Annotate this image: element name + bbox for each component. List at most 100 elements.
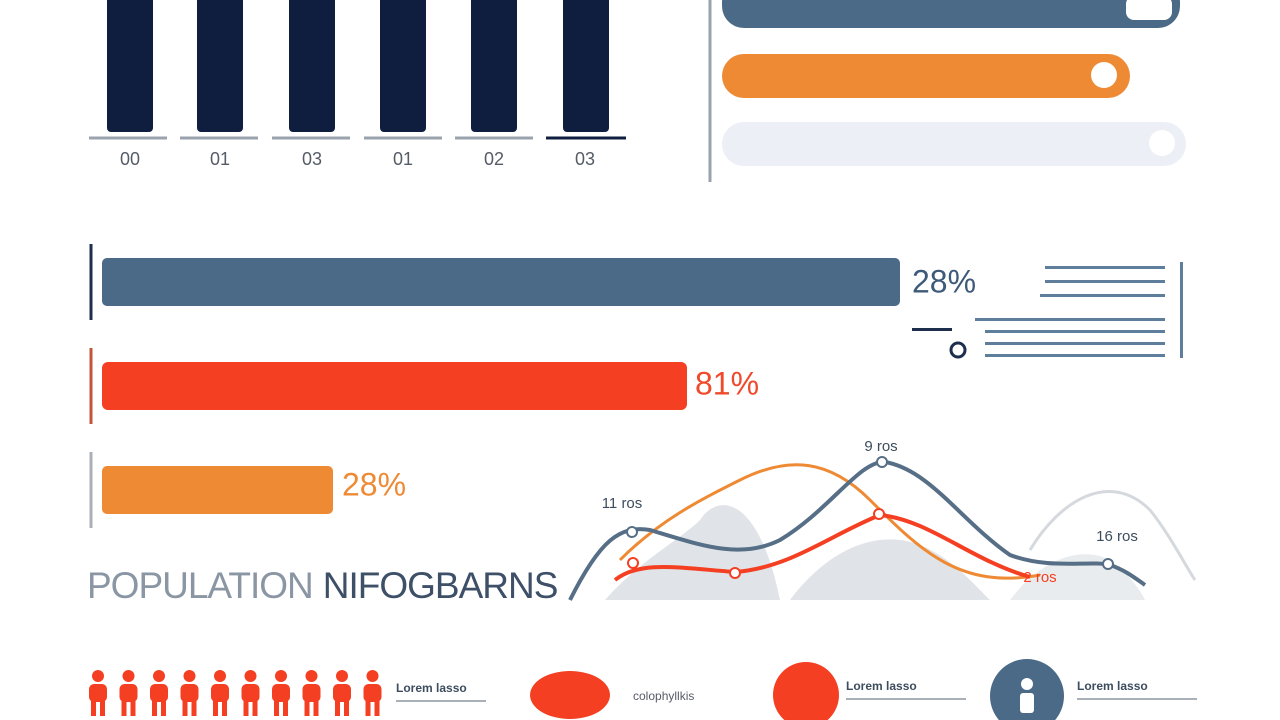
person-icon-part — [89, 684, 107, 702]
decor-line — [1045, 280, 1165, 283]
column-label: 02 — [484, 149, 504, 169]
column — [471, 0, 517, 132]
line-chart: 9 ros 11 ros 16 ros 2 ros — [568, 438, 1197, 601]
top-bar — [722, 0, 1180, 28]
decor-line — [1180, 262, 1183, 358]
line — [1028, 490, 1197, 581]
line — [613, 512, 1031, 582]
title-part: POPULATION — [87, 565, 313, 606]
person-icon-part — [243, 698, 249, 716]
person-icon-part — [333, 684, 351, 702]
progress-label: 81% — [695, 365, 759, 401]
progress-label: 28% — [912, 263, 976, 299]
decor-line — [985, 342, 1165, 345]
column-label: 03 — [575, 149, 595, 169]
decor-line — [1045, 266, 1165, 269]
column — [197, 0, 243, 132]
person-icon-part — [122, 670, 135, 682]
point — [729, 567, 741, 579]
column-group — [107, 0, 609, 132]
point — [627, 557, 639, 569]
person-icon-part — [100, 698, 105, 716]
person-icon-part — [91, 698, 96, 716]
person-icon-part — [272, 684, 290, 702]
hill — [605, 505, 780, 600]
person-icon-part — [214, 670, 226, 682]
person-icon-part — [211, 684, 229, 702]
column — [380, 0, 426, 132]
person-icon-part — [344, 698, 349, 716]
person-icon-part — [213, 698, 218, 716]
people-icons — [89, 670, 382, 716]
person-icon-part — [119, 684, 138, 702]
person-icon-part — [305, 670, 318, 682]
person-icon-part — [302, 684, 321, 702]
top-bar — [722, 54, 1130, 98]
point — [876, 456, 888, 468]
column-label: 01 — [393, 149, 413, 169]
point — [1102, 558, 1114, 570]
person-icon-part — [130, 698, 136, 716]
legend-line — [846, 698, 966, 700]
legend-dot — [773, 662, 839, 720]
title-part: NIFOGBARNS — [323, 565, 558, 606]
legend-text: Lorem lasso — [396, 681, 467, 695]
hill — [790, 539, 990, 600]
column-label: 03 — [302, 149, 322, 169]
progress-bar — [102, 362, 687, 410]
line-label: 11 ros — [602, 495, 643, 512]
person-icon-part — [150, 684, 168, 702]
person-icon-part — [182, 698, 188, 716]
person-icon-part — [241, 684, 260, 702]
person-icon-part — [363, 684, 382, 702]
column — [563, 0, 609, 132]
person-icon-part — [304, 698, 310, 716]
progress-bar — [102, 258, 900, 306]
person-icon-part — [252, 698, 258, 716]
person-icon-part — [313, 698, 319, 716]
column — [289, 0, 335, 132]
legend-line — [396, 700, 486, 702]
line-label: 16 ros — [1096, 528, 1138, 545]
person-icon-part — [191, 698, 197, 716]
progress-bar — [102, 466, 333, 514]
progress-label: 28% — [342, 466, 406, 502]
person-icon-part — [366, 670, 379, 682]
legend-icon — [1020, 693, 1034, 713]
decor-line — [1040, 294, 1165, 297]
legend-icon — [1021, 678, 1033, 690]
bar-badge — [1126, 0, 1172, 20]
decor-line — [985, 330, 1165, 333]
bar-badge — [1149, 130, 1175, 156]
column-label: 00 — [120, 149, 140, 169]
person-icon-part — [336, 670, 348, 682]
bar-badge — [1091, 62, 1117, 88]
line — [618, 463, 1041, 580]
column-label: 01 — [210, 149, 230, 169]
person-icon-part — [244, 670, 257, 682]
top-bar — [722, 122, 1186, 166]
point — [626, 526, 638, 538]
legend-text: colophyllkis — [633, 689, 694, 703]
person-icon-part — [222, 698, 227, 716]
legend-blob — [530, 671, 610, 719]
person-icon-part — [121, 698, 127, 716]
decor-line — [985, 354, 1165, 357]
person-icon-part — [152, 698, 157, 716]
point — [873, 508, 885, 520]
person-icon-part — [161, 698, 166, 716]
legend-text: Lorem lasso — [846, 679, 917, 693]
person-icon-part — [365, 698, 371, 716]
text-block-decoration — [912, 262, 1183, 359]
person-icon-part — [335, 698, 340, 716]
decor-line — [975, 318, 1165, 321]
legend-text: Lorem lasso — [1077, 679, 1148, 693]
person-icon-part — [274, 698, 279, 716]
person-icon-part — [374, 698, 380, 716]
person-icon-part — [283, 698, 288, 716]
decor-line — [912, 328, 952, 331]
person-icon-part — [275, 670, 287, 682]
decor-dot — [949, 341, 967, 359]
